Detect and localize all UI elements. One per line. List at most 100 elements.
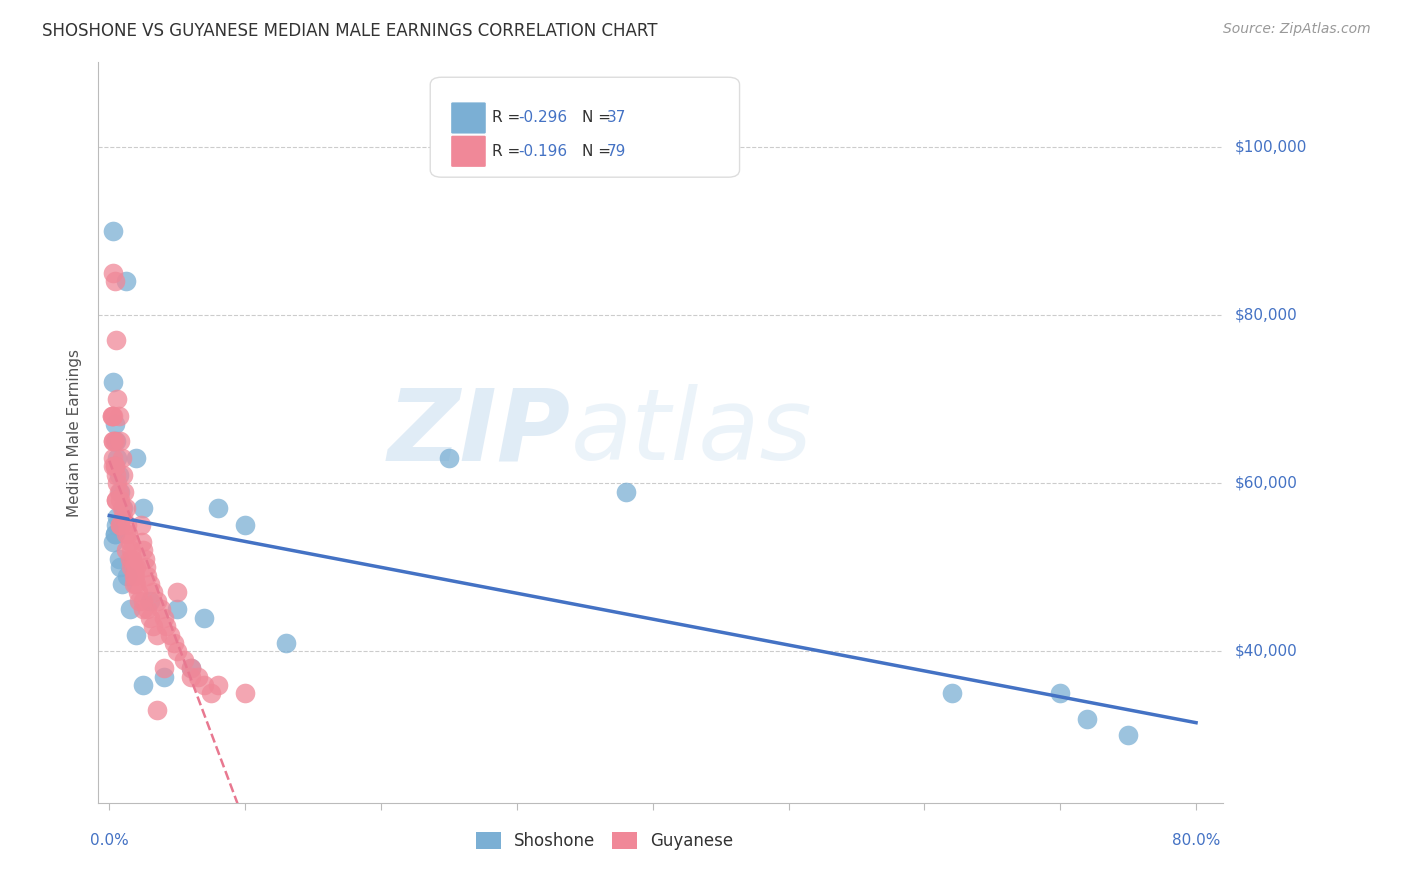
Text: R =: R = <box>492 144 526 159</box>
Point <box>118 602 141 616</box>
Text: 37: 37 <box>607 111 626 126</box>
Point <box>103 434 125 448</box>
Point <box>152 670 174 684</box>
Text: 80.0%: 80.0% <box>1171 833 1220 848</box>
Point <box>108 484 131 499</box>
Point <box>193 678 215 692</box>
Point <box>115 568 138 582</box>
Point <box>135 560 157 574</box>
Point <box>108 560 131 574</box>
Point <box>107 450 129 465</box>
Point <box>200 686 222 700</box>
Point <box>112 484 135 499</box>
Legend: Shoshone, Guyanese: Shoshone, Guyanese <box>475 832 734 850</box>
Point <box>114 526 136 541</box>
Point <box>155 619 177 633</box>
Point <box>104 459 127 474</box>
Text: N =: N = <box>582 144 616 159</box>
Point <box>129 518 152 533</box>
Point <box>132 594 155 608</box>
Text: Source: ZipAtlas.com: Source: ZipAtlas.com <box>1223 22 1371 37</box>
Point <box>103 375 125 389</box>
Point <box>149 602 172 616</box>
Point <box>233 518 256 533</box>
Point <box>107 551 129 566</box>
Point <box>114 274 136 288</box>
Point <box>187 670 209 684</box>
Point <box>122 577 145 591</box>
Point <box>180 670 202 684</box>
Point <box>142 619 165 633</box>
Point <box>107 467 129 482</box>
Point <box>107 509 129 524</box>
Point <box>136 602 159 616</box>
Point <box>104 526 127 541</box>
Point <box>146 703 169 717</box>
Point <box>437 450 460 465</box>
Point <box>132 501 155 516</box>
Point <box>122 560 145 574</box>
Point <box>110 577 132 591</box>
Point <box>166 602 188 616</box>
Point <box>125 577 148 591</box>
Point <box>103 409 125 423</box>
Text: $40,000: $40,000 <box>1234 644 1298 659</box>
Point <box>105 333 128 347</box>
Point <box>104 417 127 432</box>
Point <box>127 585 149 599</box>
Text: SHOSHONE VS GUYANESE MEDIAN MALE EARNINGS CORRELATION CHART: SHOSHONE VS GUYANESE MEDIAN MALE EARNING… <box>42 22 658 40</box>
Point <box>122 568 145 582</box>
Point <box>105 434 128 448</box>
Point <box>193 610 215 624</box>
Point <box>105 518 128 533</box>
Point <box>121 551 143 566</box>
Point <box>941 686 963 700</box>
Point <box>101 409 124 423</box>
Point <box>110 450 132 465</box>
Point <box>166 585 188 599</box>
Text: atlas: atlas <box>571 384 813 481</box>
Point <box>108 518 131 533</box>
Y-axis label: Median Male Earnings: Median Male Earnings <box>66 349 82 516</box>
Point <box>114 543 136 558</box>
Point <box>1049 686 1071 700</box>
Point <box>180 661 202 675</box>
Point <box>108 518 131 533</box>
Point <box>132 602 155 616</box>
Point <box>111 501 134 516</box>
Point <box>115 518 138 533</box>
Text: 0.0%: 0.0% <box>90 833 129 848</box>
Point <box>101 409 124 423</box>
Point <box>125 450 148 465</box>
Point <box>152 610 174 624</box>
Point <box>207 678 229 692</box>
Point <box>111 467 134 482</box>
Point <box>108 492 131 507</box>
Point <box>146 594 169 608</box>
Point <box>108 434 131 448</box>
Text: ZIP: ZIP <box>388 384 571 481</box>
Point <box>207 501 229 516</box>
Text: $60,000: $60,000 <box>1234 475 1298 491</box>
Point <box>104 459 127 474</box>
Point <box>128 594 150 608</box>
Point <box>124 568 146 582</box>
Point <box>166 644 188 658</box>
Point <box>132 543 155 558</box>
Point <box>1116 729 1139 743</box>
Point <box>118 535 141 549</box>
Point <box>139 594 162 608</box>
Point <box>103 450 125 465</box>
Point <box>103 266 125 280</box>
Point <box>114 501 136 516</box>
Text: $100,000: $100,000 <box>1234 139 1306 154</box>
Text: -0.196: -0.196 <box>517 144 567 159</box>
Point <box>139 610 162 624</box>
Point <box>105 492 128 507</box>
Point <box>105 467 128 482</box>
Point <box>120 543 142 558</box>
Point <box>105 492 128 507</box>
Point <box>111 509 134 524</box>
Text: 79: 79 <box>607 144 626 159</box>
Point <box>132 678 155 692</box>
